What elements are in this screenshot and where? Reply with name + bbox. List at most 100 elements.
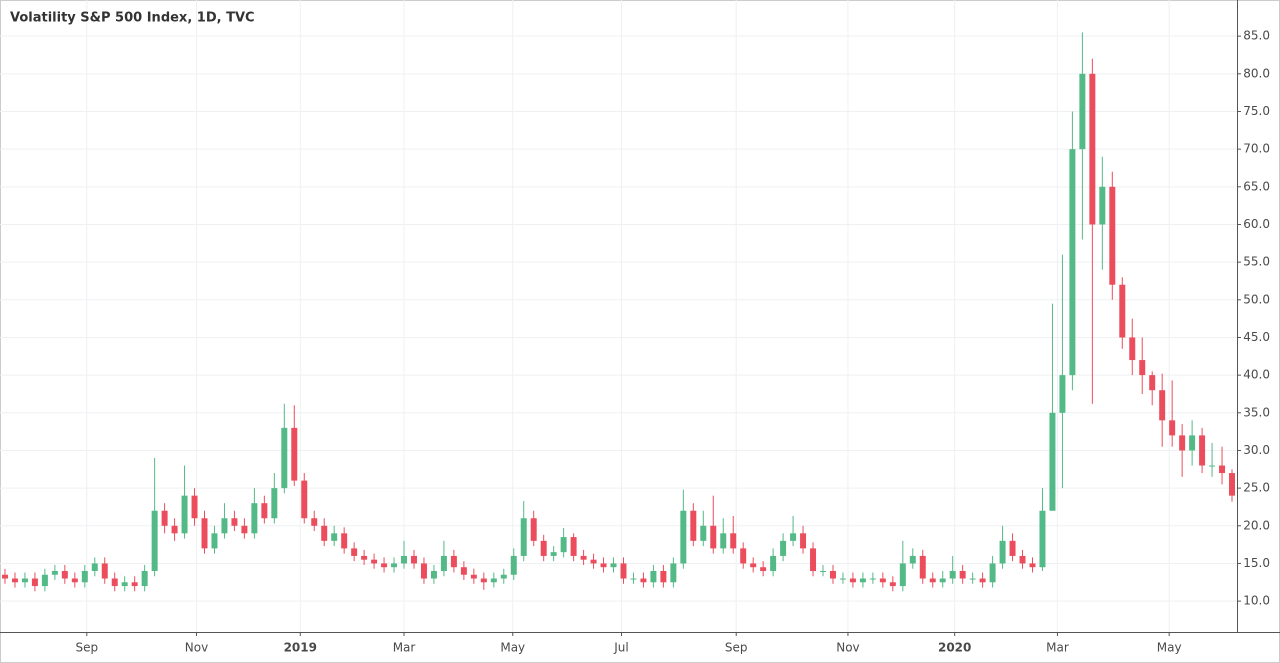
candle-body bbox=[391, 563, 398, 568]
candle-body bbox=[650, 570, 657, 583]
candle-body bbox=[151, 510, 158, 571]
x-tick-label: May bbox=[500, 641, 525, 655]
candle-body bbox=[520, 518, 527, 556]
candle-body bbox=[141, 570, 148, 587]
candle-body bbox=[1, 574, 8, 579]
candle-body bbox=[540, 540, 547, 556]
candle-body bbox=[929, 578, 936, 583]
candle-body bbox=[470, 574, 477, 579]
candle-body bbox=[889, 582, 896, 587]
y-tick-label: 65.0 bbox=[1243, 179, 1270, 193]
candle-body bbox=[560, 537, 567, 553]
candle-body bbox=[430, 570, 437, 579]
candle-body bbox=[311, 518, 318, 526]
candle-body bbox=[221, 518, 228, 534]
candle-body bbox=[1089, 73, 1096, 225]
candle-body bbox=[690, 510, 697, 541]
candle-body bbox=[341, 533, 348, 549]
candle-body bbox=[121, 582, 128, 587]
candle-body bbox=[251, 503, 258, 534]
candle-body bbox=[1049, 412, 1056, 511]
candle-body bbox=[1169, 420, 1176, 436]
candle-body bbox=[271, 488, 278, 519]
candle-body bbox=[949, 570, 956, 579]
y-tick-label: 35.0 bbox=[1243, 405, 1270, 419]
candle-body bbox=[550, 552, 557, 556]
y-tick-label: 60.0 bbox=[1243, 217, 1270, 231]
candle-body bbox=[680, 510, 687, 564]
candle-body bbox=[750, 563, 757, 568]
candle-body bbox=[241, 525, 248, 534]
y-tick-label: 50.0 bbox=[1243, 292, 1270, 306]
x-tick-label: Nov bbox=[185, 641, 208, 655]
candle-body bbox=[81, 570, 88, 583]
candle-body bbox=[849, 578, 856, 583]
candle-body bbox=[61, 570, 68, 579]
candle-body bbox=[1069, 149, 1076, 376]
y-tick-label: 55.0 bbox=[1243, 255, 1270, 269]
candle-body bbox=[600, 563, 607, 568]
candle-body bbox=[1039, 510, 1046, 568]
candle-body bbox=[839, 578, 846, 580]
candle-body bbox=[1179, 435, 1186, 451]
grid bbox=[0, 0, 1237, 632]
y-tick-label: 85.0 bbox=[1243, 29, 1270, 43]
candle-body bbox=[1189, 435, 1196, 451]
candle-body bbox=[1099, 186, 1106, 225]
x-tick-label: May bbox=[1157, 641, 1182, 655]
y-tick-label: 30.0 bbox=[1243, 443, 1270, 457]
candle-body bbox=[780, 540, 787, 556]
candle-body bbox=[710, 525, 717, 549]
x-tick-label: Sep bbox=[725, 641, 748, 655]
candle-body bbox=[351, 548, 358, 556]
candle-body bbox=[899, 563, 906, 587]
candle-body bbox=[111, 578, 118, 587]
candle-body bbox=[1139, 360, 1146, 376]
candle-body bbox=[829, 570, 836, 579]
candle-body bbox=[331, 533, 338, 541]
candle-body bbox=[1059, 375, 1066, 413]
candle-body bbox=[51, 570, 58, 575]
candle-body bbox=[1199, 435, 1206, 466]
candle-body bbox=[21, 578, 28, 583]
candle-body bbox=[1019, 555, 1026, 564]
candle-body bbox=[440, 555, 447, 571]
candle-body bbox=[1009, 540, 1016, 556]
x-tick-label: 2019 bbox=[284, 641, 317, 655]
candle-body bbox=[191, 495, 198, 519]
candle-body bbox=[500, 574, 507, 579]
candle-body bbox=[11, 578, 18, 583]
candle-body bbox=[859, 578, 866, 583]
candle-body bbox=[450, 555, 457, 568]
y-tick-label: 80.0 bbox=[1243, 66, 1270, 80]
candle-body bbox=[171, 525, 178, 534]
candle-body bbox=[1149, 375, 1156, 391]
candle-body bbox=[989, 563, 996, 583]
candle-body bbox=[411, 555, 417, 564]
candle-body bbox=[1119, 284, 1126, 338]
candle-body bbox=[131, 582, 138, 587]
candle-body bbox=[800, 533, 807, 549]
candle-body bbox=[381, 563, 388, 568]
candle-body bbox=[530, 518, 537, 541]
candle-body bbox=[291, 427, 298, 481]
y-tick-label: 25.0 bbox=[1243, 481, 1270, 495]
candle-body bbox=[570, 537, 577, 556]
candle-body bbox=[1209, 465, 1216, 467]
candle-body bbox=[201, 518, 208, 549]
candle-body bbox=[401, 555, 408, 564]
candle-body bbox=[91, 563, 98, 571]
x-tick-label: Jul bbox=[613, 641, 628, 655]
x-tick-label: Nov bbox=[836, 641, 859, 655]
candle-body bbox=[1079, 73, 1086, 150]
candle-body bbox=[1229, 473, 1236, 496]
candle-body bbox=[770, 555, 777, 571]
candle-body bbox=[620, 563, 627, 579]
candle-body bbox=[869, 578, 876, 580]
candle-body bbox=[361, 555, 368, 560]
candle-body bbox=[281, 427, 288, 489]
y-tick-label: 15.0 bbox=[1243, 556, 1270, 570]
candle-body bbox=[1029, 563, 1036, 568]
